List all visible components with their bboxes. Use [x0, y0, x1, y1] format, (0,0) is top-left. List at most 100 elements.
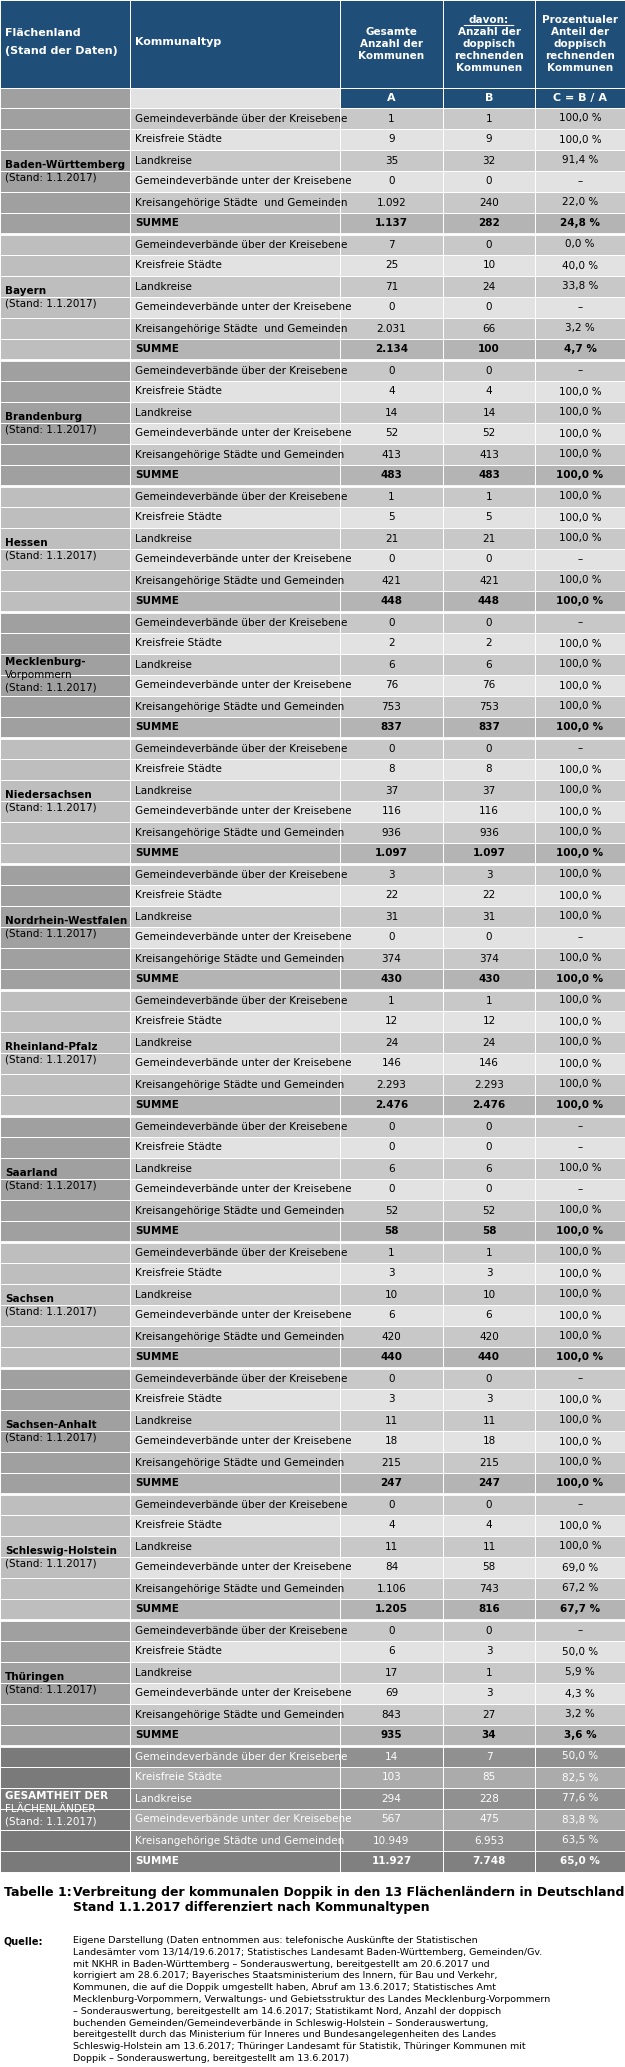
Text: Kreisfreie Städte: Kreisfreie Städte [135, 1269, 222, 1279]
Text: –: – [578, 1625, 582, 1635]
Bar [340, 738, 443, 759]
Bar [340, 591, 443, 612]
Bar [535, 802, 625, 823]
Bar [340, 1788, 443, 1809]
Bar [443, 1641, 535, 1662]
Bar [130, 1031, 340, 1052]
Bar [443, 885, 535, 905]
Text: Gemeindeverbände über der Kreisebene: Gemeindeverbände über der Kreisebene [135, 1499, 348, 1509]
Bar [0, 1621, 130, 1641]
Text: (Stand: 1.1.2017): (Stand: 1.1.2017) [5, 1054, 97, 1065]
Text: Landkreise: Landkreise [135, 659, 192, 670]
Bar [443, 401, 535, 424]
Text: 1.097: 1.097 [472, 847, 506, 858]
Bar [0, 823, 130, 843]
Bar [535, 591, 625, 612]
Bar [0, 298, 130, 318]
Text: 14: 14 [385, 407, 398, 418]
Bar [443, 1116, 535, 1137]
Text: 420: 420 [479, 1331, 499, 1341]
Text: 21: 21 [482, 533, 496, 544]
Text: Gemeindeverbände über der Kreisebene: Gemeindeverbände über der Kreisebene [135, 996, 348, 1005]
Bar [340, 717, 443, 738]
Text: C = B / A: C = B / A [553, 93, 607, 103]
Bar [443, 633, 535, 653]
Bar [340, 0, 443, 89]
Text: 50,0 %: 50,0 % [562, 1647, 598, 1656]
Bar [0, 1011, 130, 1031]
Bar [443, 318, 535, 339]
Text: (Stand: 1.1.2017): (Stand: 1.1.2017) [5, 424, 97, 434]
Text: 483: 483 [381, 471, 402, 480]
Bar [340, 1052, 443, 1075]
Bar [130, 277, 340, 298]
Bar [535, 969, 625, 990]
Text: 100,0 %: 100,0 % [559, 533, 601, 544]
Text: 76: 76 [385, 680, 398, 690]
Text: 76: 76 [482, 680, 496, 690]
Bar [340, 633, 443, 653]
Text: 3,6 %: 3,6 % [564, 1730, 596, 1740]
Bar [0, 1178, 130, 1201]
Text: (Stand: 1.1.2017): (Stand: 1.1.2017) [5, 1306, 97, 1317]
Text: Kommunen: Kommunen [547, 62, 613, 72]
Bar [340, 1096, 443, 1116]
Text: 91,4 %: 91,4 % [562, 155, 598, 165]
Bar [443, 380, 535, 401]
Bar [340, 1284, 443, 1304]
Text: 4: 4 [486, 1521, 492, 1530]
Text: 294: 294 [381, 1794, 401, 1804]
Bar [443, 1096, 535, 1116]
Text: (Stand der Daten): (Stand der Daten) [5, 45, 118, 56]
Bar [340, 151, 443, 172]
Bar [535, 653, 625, 676]
Bar [0, 1641, 130, 1662]
Bar [340, 465, 443, 486]
Text: Gesamte: Gesamte [366, 27, 418, 37]
Bar [443, 1075, 535, 1096]
Text: 35: 35 [385, 155, 398, 165]
Bar [0, 905, 130, 926]
Bar [535, 1726, 625, 1747]
Text: 100,0 %: 100,0 % [559, 1017, 601, 1027]
Text: 100,0 %: 100,0 % [556, 723, 604, 732]
Bar [130, 1348, 340, 1368]
Bar [0, 633, 130, 653]
Bar [340, 1222, 443, 1242]
Text: SUMME: SUMME [135, 847, 179, 858]
Bar [340, 843, 443, 864]
Text: 843: 843 [381, 1709, 401, 1720]
Text: Anzahl der: Anzahl der [458, 27, 521, 37]
Bar [0, 424, 130, 444]
Text: 816: 816 [478, 1604, 500, 1614]
Bar [340, 1747, 443, 1767]
Bar [443, 1389, 535, 1410]
Bar [443, 802, 535, 823]
Bar [535, 506, 625, 527]
Text: Gemeindeverbände unter der Kreisebene: Gemeindeverbände unter der Kreisebene [135, 1437, 351, 1447]
Text: 1: 1 [486, 996, 492, 1005]
Bar [0, 1327, 130, 1348]
Text: 52: 52 [385, 428, 398, 438]
Text: 421: 421 [381, 575, 401, 585]
Text: Gemeindeverbände unter der Kreisebene: Gemeindeverbände unter der Kreisebene [135, 1184, 351, 1195]
Bar [443, 1201, 535, 1222]
Text: 475: 475 [479, 1815, 499, 1825]
Bar [0, 1284, 130, 1304]
Bar [340, 1137, 443, 1158]
Bar [443, 151, 535, 172]
Bar [340, 1474, 443, 1494]
Bar [130, 1767, 340, 1788]
Text: 14: 14 [482, 407, 496, 418]
Bar [443, 424, 535, 444]
Text: 247: 247 [381, 1478, 402, 1488]
Bar [443, 234, 535, 254]
Text: 100,0 %: 100,0 % [556, 1352, 604, 1362]
Bar [130, 612, 340, 633]
Bar [0, 1368, 130, 1389]
Bar [0, 254, 130, 277]
Bar [340, 864, 443, 885]
Bar [535, 1410, 625, 1430]
Text: –: – [578, 366, 582, 376]
Text: 421: 421 [479, 575, 499, 585]
